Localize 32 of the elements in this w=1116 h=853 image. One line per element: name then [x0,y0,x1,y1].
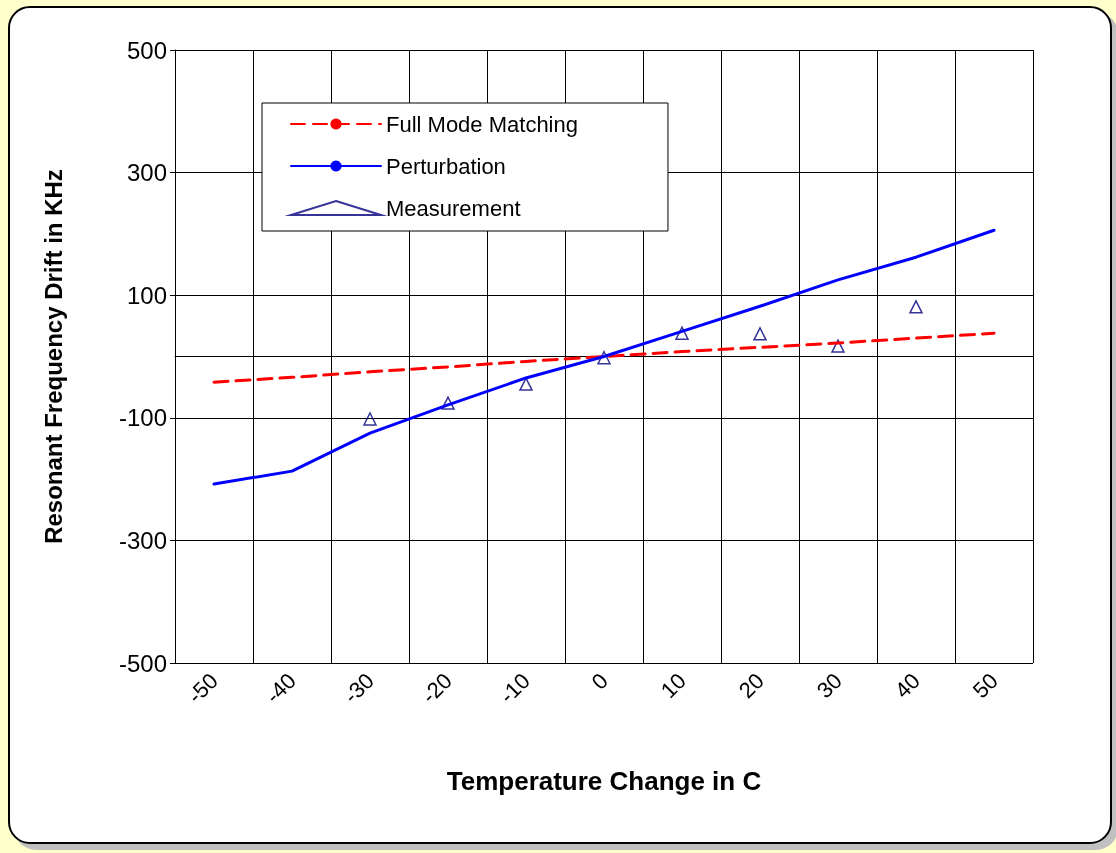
x-tick-label: 0 [586,668,613,695]
x-tick-label: -10 [494,668,535,709]
y-tick-label: 300 [126,159,167,187]
legend-label: Perturbation [386,153,506,179]
y-tick-label: -100 [118,404,167,432]
x-tick-label: -40 [260,668,301,709]
x-tick-label: -30 [338,668,379,709]
point [441,396,455,410]
y-tick-label: 100 [126,281,167,309]
x-tick-label: 40 [889,668,925,704]
y-tick-label: 500 [126,36,167,64]
line-series [212,331,996,384]
x-axis-title: Temperature Change in C [446,766,762,796]
point [597,350,611,365]
point [909,300,923,314]
point [675,326,689,340]
legend-label: Measurement [386,195,521,221]
x-tick-label: 50 [967,668,1003,704]
x-tick-label: 20 [733,668,769,704]
y-tick-label: -500 [118,649,167,677]
x-tick-label: -50 [182,668,223,709]
y-tick-label: -300 [118,526,167,554]
point [363,412,377,426]
y-axis-title: Resonant Frequency Drift in KHz [39,169,67,544]
point [519,377,533,391]
x-tick-label: 30 [811,668,847,704]
line-series [212,228,996,486]
x-tick-label: 10 [655,668,691,704]
point [831,339,845,353]
x-tick-label: -20 [416,668,457,709]
legend-label: Full Mode Matching [386,111,578,137]
point [753,327,767,341]
